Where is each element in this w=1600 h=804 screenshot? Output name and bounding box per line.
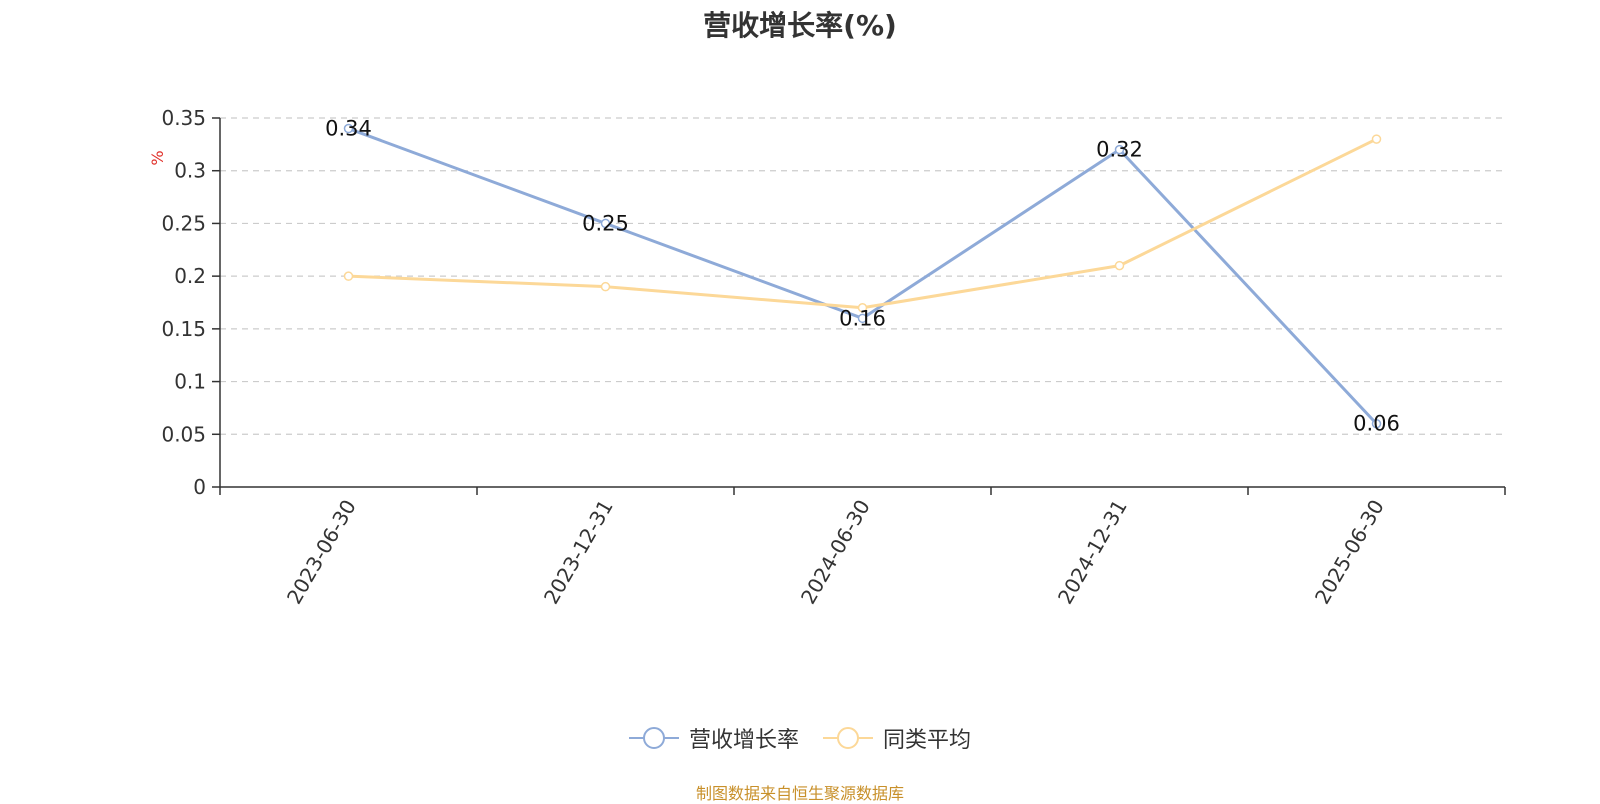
legend-label-revenue-growth: 营收增长率 [688, 728, 799, 753]
data-label: 0.34 [325, 117, 372, 141]
data-point-revenue-growth [1371, 418, 1382, 429]
data-point-revenue-growth [1114, 144, 1125, 155]
y-tick-label: 0.1 [174, 370, 206, 394]
y-tick-label: 0.3 [174, 159, 206, 183]
data-label: 0.16 [839, 306, 886, 330]
data-point-revenue-growth [857, 313, 868, 324]
y-tick-label: 0.15 [161, 317, 206, 341]
source-note: 制图数据来自恒生聚源数据库 [695, 784, 904, 803]
grid-layer [220, 117, 1505, 435]
x-tick-label: 2023-12-31 [539, 496, 618, 609]
data-point-revenue-growth [600, 218, 611, 229]
axis-layer: 0 0.05 0.1 0.15 0.2 0.25 0.3 0.35% 2023-06-30 202… [148, 106, 1506, 609]
y-tick-label: 0.05 [161, 422, 206, 446]
legend-item-revenue-growth[interactable]: 营收增长率 [628, 722, 799, 754]
y-tick-label: 0.2 [174, 264, 206, 288]
y-tick-label: 0.25 [161, 211, 206, 235]
y-tick-label: 0 [193, 475, 206, 499]
legend-marker-peer-average [823, 727, 873, 749]
data-label: 0.32 [1096, 138, 1143, 162]
data-point-peer-average [857, 303, 868, 313]
legend-label-peer-average: 同类平均 [883, 728, 972, 753]
data-point-peer-average [600, 281, 611, 292]
x-tick-label: 2023-06-30 [282, 496, 361, 609]
data-point-revenue-growth [343, 123, 354, 134]
y-axis-label: % [148, 150, 167, 165]
x-tick-label: 2024-06-30 [796, 496, 875, 609]
data-point-peer-average [343, 271, 354, 281]
label-layer: 0.34 0.25 0.16 0.32 0.06 [325, 117, 1400, 436]
legend-marker-revenue-growth [628, 727, 679, 749]
data-label: 0.25 [582, 211, 629, 235]
y-tick-label: 0.35 [161, 106, 206, 130]
data-point-peer-average [1114, 260, 1125, 271]
data-label: 0.06 [1353, 412, 1400, 436]
x-tick-label: 2024-12-31 [1053, 496, 1132, 609]
series-layer [343, 123, 1382, 429]
chart-title: 营收增长率(%) [703, 9, 897, 42]
legend: 营收增长率 同类平均 [0, 722, 1600, 754]
data-point-peer-average [1371, 134, 1382, 144]
legend-item-peer-average[interactable]: 同类平均 [823, 722, 971, 754]
x-tick-label: 2025-06-30 [1310, 496, 1389, 609]
